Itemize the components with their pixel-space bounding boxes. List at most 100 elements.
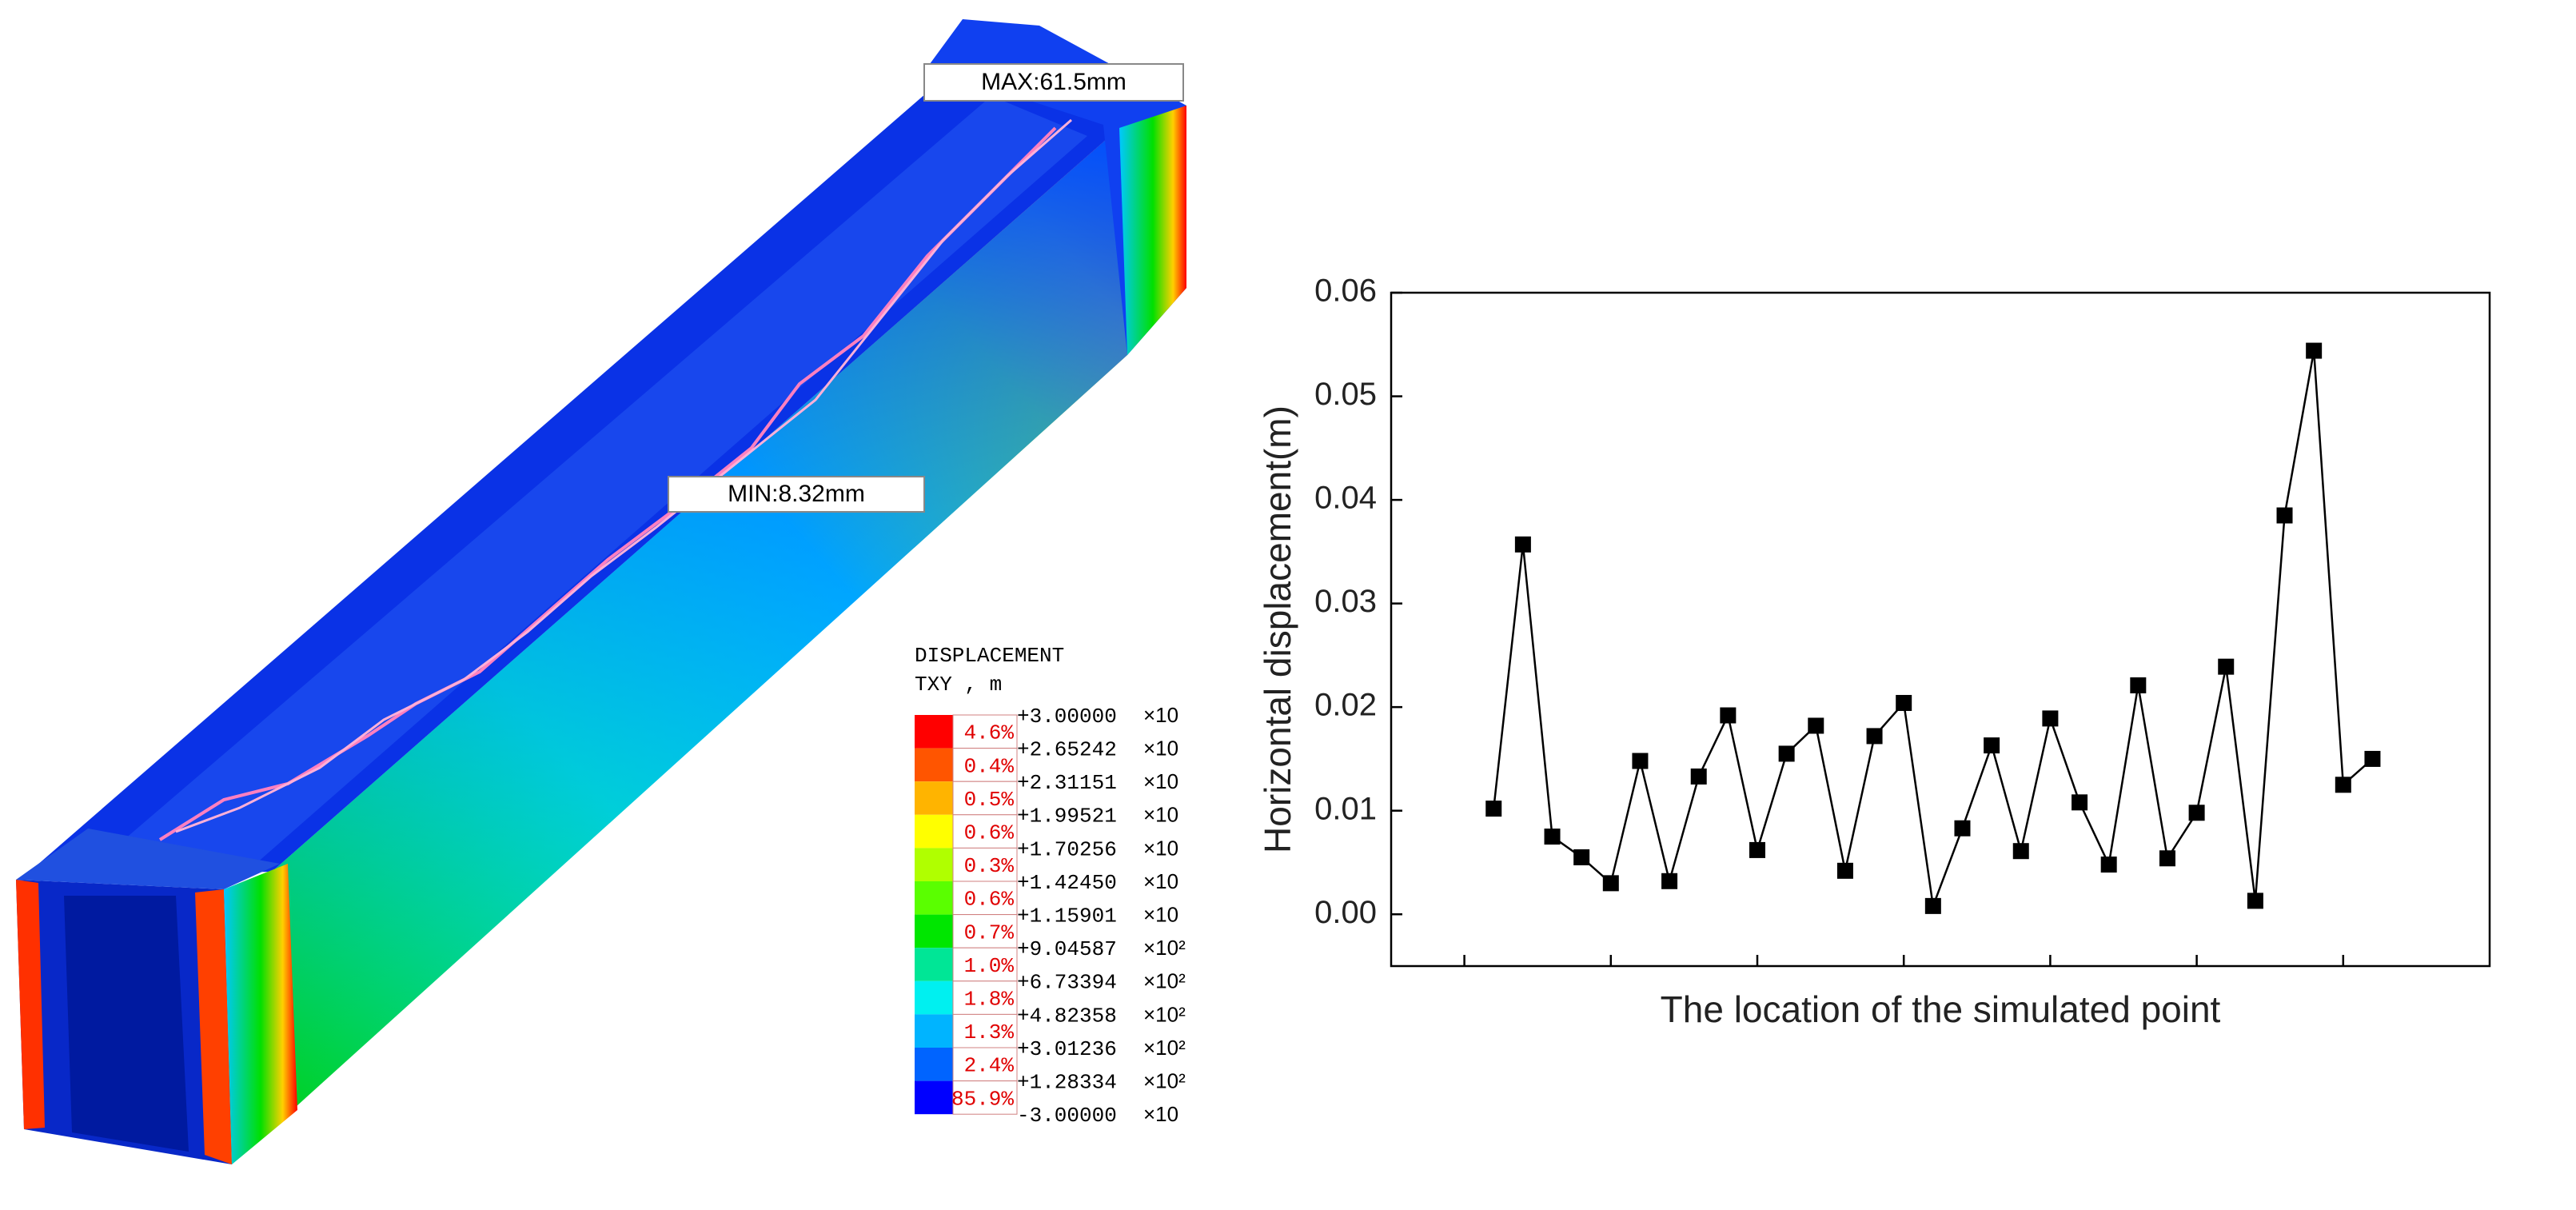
data-point [1514, 536, 1531, 553]
data-point [1485, 801, 1502, 817]
legend-swatch [915, 814, 953, 849]
legend-swatch [915, 948, 953, 981]
legend-exponent: ×10 [1143, 902, 1178, 926]
data-point [1984, 737, 2000, 754]
legend-percent-box [952, 847, 1018, 882]
data-point [1720, 707, 1737, 724]
legend-percent: 1.3% [964, 1020, 1015, 1044]
y-tick-label: 0.02 [1314, 688, 1377, 723]
data-line [1492, 350, 2374, 907]
data-point [1954, 820, 1971, 837]
legend-exponent: ×10 [1143, 803, 1178, 827]
legend-value: +2.31151 [1017, 771, 1117, 795]
data-point [2042, 710, 2059, 727]
legend-percent: 0.5% [964, 788, 1015, 812]
legend-swatch [915, 881, 953, 915]
front-block-edge [195, 889, 232, 1164]
legend-percent: 85.9% [951, 1087, 1014, 1111]
data-point [1602, 875, 1619, 892]
legend-percent: 0.7% [964, 920, 1015, 944]
front-block-edge [16, 880, 45, 1129]
legend-percent-box [952, 814, 1018, 849]
legend-value: +3.01236 [1017, 1037, 1117, 1061]
legend-swatch [915, 781, 953, 815]
x-axis-label: The location of the simulated point [1661, 988, 2221, 1030]
legend-percent-box [952, 714, 1018, 749]
legend-value: +1.28334 [1017, 1070, 1117, 1094]
legend-percent: 0.6% [964, 821, 1015, 845]
legend-value: +3.00000 [1017, 705, 1117, 729]
fem-rendering [16, 19, 1186, 1164]
front-block-core [64, 896, 189, 1152]
legend-value: +1.42450 [1017, 871, 1117, 895]
data-point [2012, 843, 2029, 860]
legend-percent: 4.6% [964, 721, 1015, 745]
legend-exponent: ×10² [1143, 1002, 1186, 1026]
min-label-box [668, 476, 925, 513]
legend-value: +2.65242 [1017, 737, 1117, 761]
data-point [1632, 753, 1649, 769]
beam-side-shade [272, 128, 1127, 1107]
legend-exponent: ×10² [1143, 1068, 1186, 1092]
data-point [1749, 841, 1765, 858]
legend-percent: 1.0% [964, 954, 1015, 978]
beam-top-band [96, 96, 1087, 864]
legend-percent-box [952, 914, 1018, 948]
legend-percent-box [952, 947, 1018, 982]
legend-percent-box [952, 1080, 1018, 1115]
data-point [1836, 862, 1853, 879]
front-block-top [16, 829, 280, 889]
legend: 4.6% 0.4% 0.5% 0.6% 0.3% 0.6% 0.7% 1.0% 1.8% 1.3%… [915, 703, 1186, 1128]
data-point [2218, 658, 2235, 675]
legend-value: +4.82358 [1017, 1004, 1117, 1028]
data-point [2188, 805, 2205, 821]
legend-value: +6.73394 [1017, 971, 1117, 995]
legend-exponent: ×10² [1143, 1036, 1186, 1060]
front-block-side [224, 864, 297, 1164]
y-tick-label: 0.01 [1314, 791, 1377, 826]
data-point [2247, 893, 2263, 909]
data-point [1866, 728, 1883, 745]
legend-swatch [915, 1080, 953, 1115]
legend-swatch [915, 715, 953, 749]
y-tick-label: 0.05 [1314, 377, 1377, 412]
legend-percent: 0.4% [964, 754, 1015, 778]
legend-exponent: ×10² [1143, 936, 1186, 960]
max-label-box [923, 63, 1184, 102]
legend-percent-box [952, 1047, 1018, 1082]
legend-percent: 0.3% [964, 854, 1015, 878]
legend-percent: 0.6% [964, 888, 1015, 912]
legend-swatch [915, 1048, 953, 1081]
legend-value: -3.00000 [1017, 1104, 1117, 1128]
data-point [1690, 768, 1707, 785]
data-point [2130, 677, 2147, 693]
y-tick-label: 0.04 [1314, 481, 1377, 516]
max-label: MAX:61.5mm [981, 69, 1127, 95]
legend-exponent: ×10 [1143, 1102, 1178, 1126]
data-point [2159, 850, 2175, 867]
y-tick-label: 0.03 [1314, 584, 1377, 619]
legend-swatch [915, 748, 953, 782]
legend-swatch [915, 914, 953, 948]
data-point [1573, 849, 1590, 865]
back-block [927, 19, 1186, 355]
legend-value: +1.99521 [1017, 805, 1117, 829]
legend-value: +1.70256 [1017, 837, 1117, 861]
line-chart: 0.00 0.01 0.02 0.03 0.04 0.05 0.06 The location… [1257, 274, 2491, 1030]
legend-swatch [915, 980, 953, 1015]
legend-subtitle: TXY , m [915, 673, 1002, 697]
data-point [2100, 857, 2117, 873]
data-point [1896, 694, 1912, 711]
legend-percent-box [952, 881, 1018, 916]
legend-percent-box [952, 1013, 1018, 1048]
min-label: MIN:8.32mm [728, 481, 865, 507]
data-point [1778, 745, 1795, 762]
data-point [2276, 507, 2293, 524]
data-point [2306, 342, 2323, 359]
legend-percent-box [952, 781, 1018, 816]
legend-title: DISPLACEMENT [915, 644, 1064, 668]
data-point [1924, 897, 1941, 914]
legend-percent: 1.8% [964, 987, 1015, 1011]
legend-value: +9.04587 [1017, 937, 1117, 961]
legend-percent-box [952, 980, 1018, 1015]
